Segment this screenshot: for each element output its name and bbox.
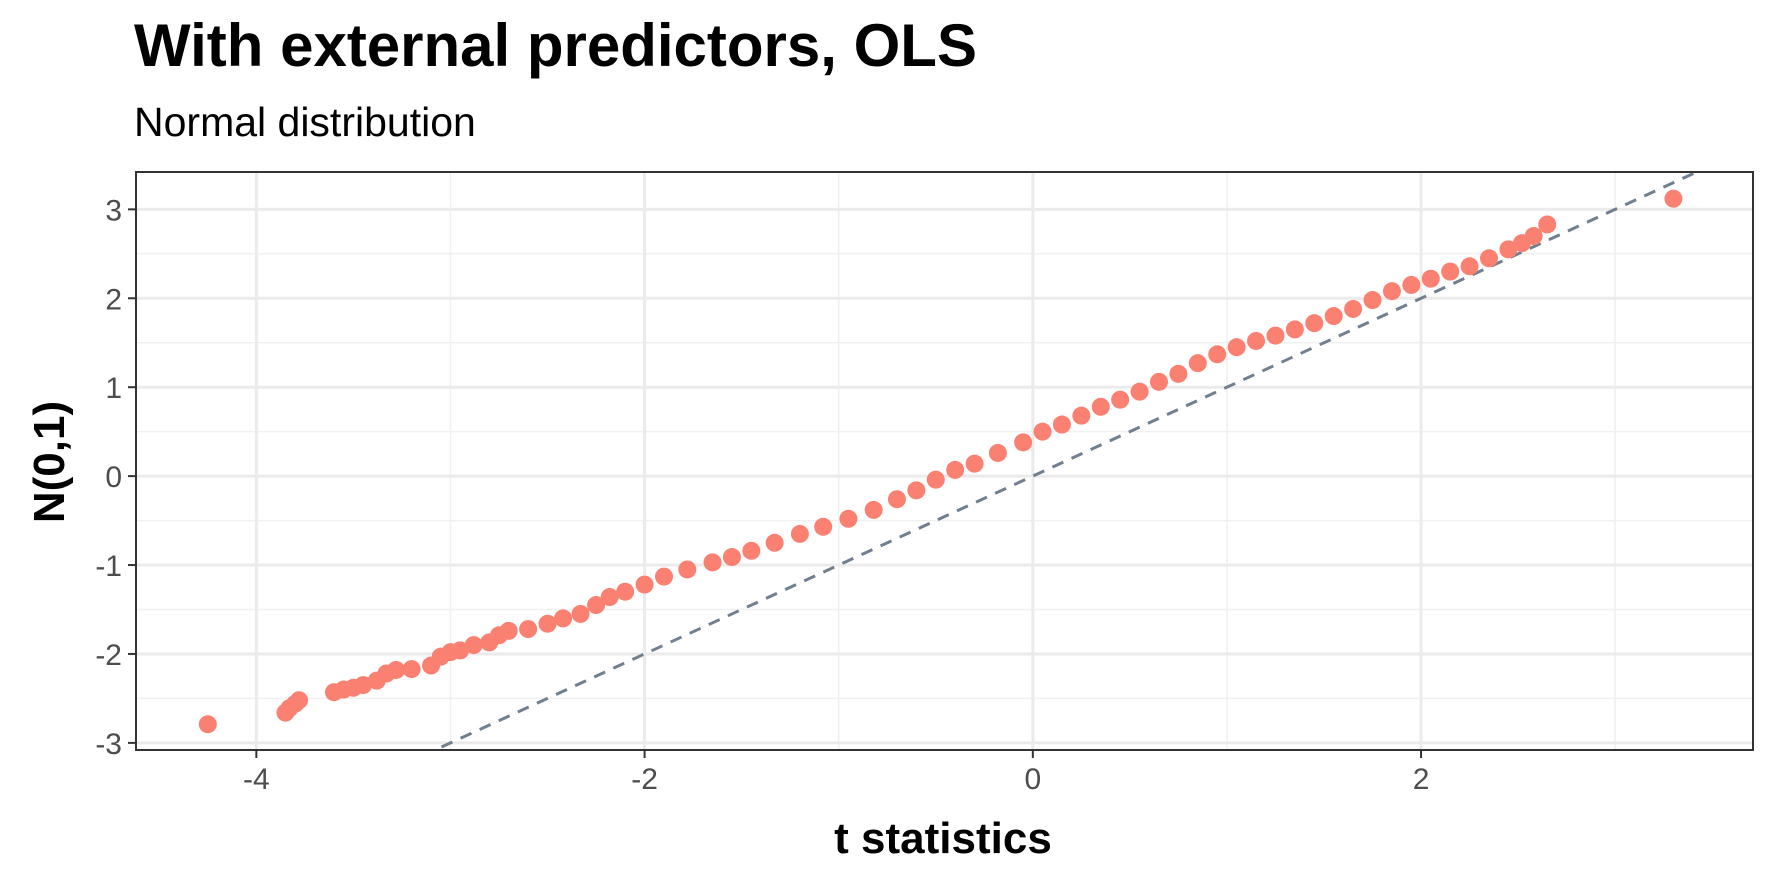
y-tick-label: 1	[105, 372, 122, 405]
data-point	[1305, 314, 1324, 333]
data-point	[678, 560, 697, 579]
data-point	[1227, 338, 1246, 357]
data-point	[790, 524, 809, 543]
data-point	[1072, 406, 1091, 425]
data-point	[499, 621, 518, 640]
data-point	[1266, 326, 1285, 345]
data-point	[1382, 282, 1401, 301]
data-point	[988, 443, 1007, 462]
data-point	[1538, 215, 1557, 234]
data-point	[1052, 415, 1071, 434]
reference-line	[431, 172, 1701, 750]
data-point	[587, 596, 606, 615]
data-point	[1363, 291, 1382, 310]
y-tick-label: 2	[105, 283, 122, 316]
x-tick-label: 2	[1413, 763, 1430, 796]
data-point	[600, 588, 619, 607]
y-tick-label: -1	[95, 550, 122, 583]
y-axis-title: N(0,1)	[25, 401, 74, 523]
data-point	[1130, 382, 1149, 401]
x-tick-label: 0	[1024, 763, 1041, 796]
data-point	[1285, 320, 1304, 339]
data-point	[571, 604, 590, 623]
data-point	[887, 490, 906, 509]
data-point	[907, 481, 926, 500]
data-point	[1664, 189, 1683, 208]
data-point	[1091, 397, 1110, 416]
data-point	[1421, 269, 1440, 288]
data-point	[742, 541, 761, 560]
data-point	[538, 614, 557, 633]
data-point	[722, 548, 741, 567]
data-point	[451, 641, 470, 660]
data-point	[839, 509, 858, 528]
panel-background	[136, 172, 1753, 750]
data-point	[814, 517, 833, 536]
data-point	[655, 567, 673, 586]
plot-panel: -4 -2 0 2 -3 -2 -1 0 1 2 3	[95, 171, 1754, 796]
data-point	[765, 533, 784, 552]
data-point	[1247, 331, 1266, 350]
data-point	[616, 582, 635, 601]
data-point	[703, 553, 722, 572]
data-point	[464, 636, 483, 655]
chart-subtitle: Normal distribution	[134, 99, 476, 145]
data-point	[1014, 433, 1033, 452]
data-point	[1344, 299, 1363, 318]
data-point	[1169, 364, 1188, 383]
data-point	[1402, 275, 1421, 294]
x-axis-title: t statistics	[834, 814, 1052, 863]
chart-title: With external predictors, OLS	[134, 12, 977, 79]
data-point	[1208, 345, 1227, 364]
data-point	[1499, 240, 1518, 259]
data-point	[635, 575, 654, 594]
data-point	[946, 460, 965, 479]
data-point	[198, 715, 217, 734]
data-point	[926, 470, 945, 489]
panel-border	[135, 171, 1754, 751]
data-point	[402, 660, 421, 679]
data-point	[1033, 422, 1052, 441]
data-point	[1480, 249, 1498, 268]
data-point	[290, 691, 309, 710]
data-point	[1188, 354, 1207, 373]
data-point	[1324, 307, 1343, 326]
data-point	[1441, 262, 1460, 281]
data-point	[1460, 257, 1479, 276]
data-point	[554, 609, 573, 628]
data-point	[519, 620, 538, 639]
data-point	[387, 660, 406, 679]
x-tick-label: -4	[243, 763, 270, 796]
data-point	[1524, 227, 1543, 246]
y-tick-label: -3	[95, 728, 122, 761]
data-point	[354, 676, 373, 695]
y-tick-label: 0	[105, 461, 122, 494]
data-point	[864, 500, 883, 519]
x-tick-label: -2	[631, 763, 658, 796]
y-tick-label: 3	[105, 194, 122, 227]
data-point	[1111, 390, 1130, 409]
data-point	[965, 454, 984, 473]
data-point	[1150, 372, 1168, 391]
y-tick-label: -2	[95, 639, 122, 672]
